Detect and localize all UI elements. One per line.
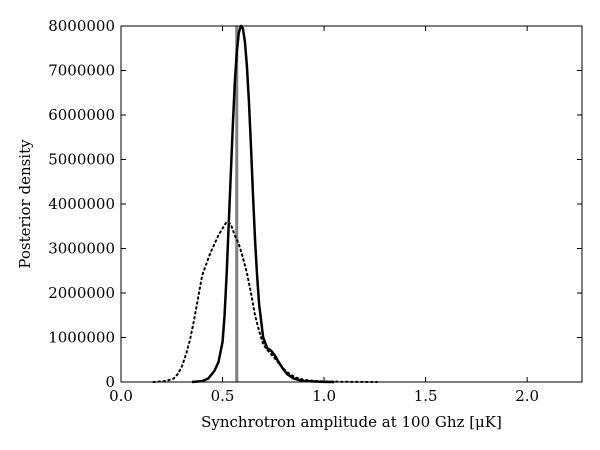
- y-tick-label: 0: [105, 373, 115, 391]
- y-axis-label: Posterior density: [16, 139, 34, 269]
- solid-series-line: [191, 24, 335, 384]
- x-tick-label: 0.5: [211, 387, 235, 405]
- y-axis-ticks: 0 1000000 2000000 3000000 4000000 5000000 6000…: [48, 17, 582, 391]
- y-tick-label: 6000000: [48, 106, 115, 124]
- x-tick-label: 0.0: [109, 387, 133, 405]
- series-lines: [152, 24, 378, 384]
- x-axis-label: Synchrotron amplitude at 100 Ghz [μK]: [201, 413, 502, 431]
- y-tick-label: 2000000: [48, 284, 115, 302]
- plot-frame: [120, 25, 583, 383]
- y-tick-label: 4000000: [48, 195, 115, 213]
- x-axis-ticks: 0.0 0.5 1.0 1.5 2.0: [109, 26, 539, 405]
- dotted-series-line: [152, 220, 378, 383]
- y-tick-label: 1000000: [48, 329, 115, 347]
- y-tick-label: 7000000: [48, 62, 115, 80]
- y-tick-label: 8000000: [48, 17, 115, 35]
- x-tick-label: 1.5: [414, 387, 438, 405]
- x-tick-label: 1.0: [312, 387, 336, 405]
- y-tick-label: 3000000: [48, 240, 115, 258]
- x-tick-label: 2.0: [515, 387, 539, 405]
- y-tick-label: 5000000: [48, 151, 115, 169]
